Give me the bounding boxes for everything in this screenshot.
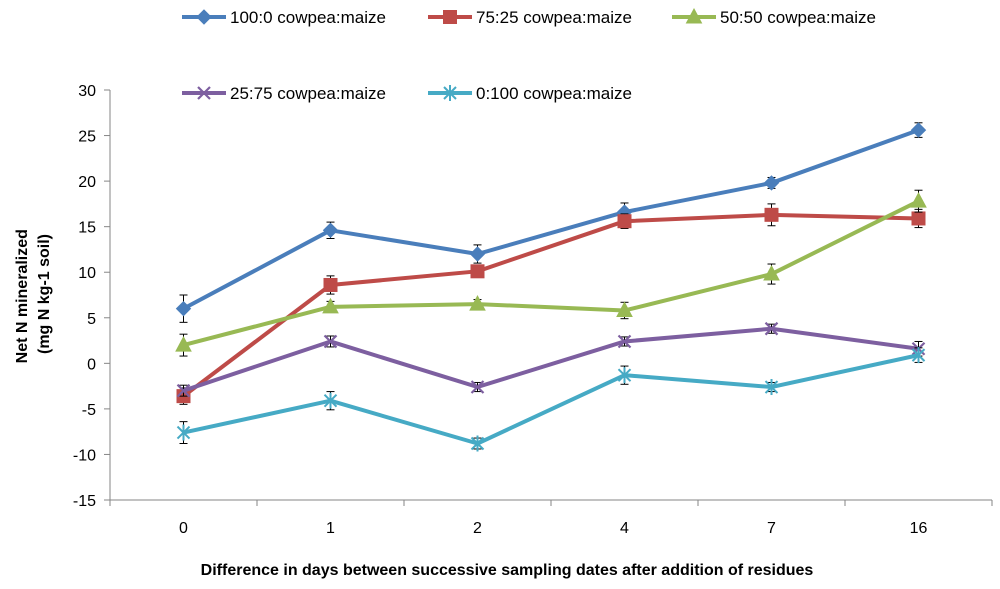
y-axis-title: Net N mineralized (mg N kg-1 soil) bbox=[14, 225, 53, 364]
y-tick-label: 5 bbox=[87, 311, 96, 328]
data-point bbox=[910, 192, 927, 208]
data-point bbox=[617, 334, 632, 349]
legend-marker bbox=[443, 85, 457, 101]
data-point bbox=[322, 297, 339, 314]
series-line bbox=[182, 326, 919, 393]
legend-item: 50:50 cowpea:maize bbox=[672, 7, 876, 27]
legend-item: 25:75 cowpea:maize bbox=[182, 84, 386, 103]
data-point bbox=[175, 300, 192, 317]
data-point bbox=[469, 246, 486, 262]
series-line bbox=[182, 212, 919, 398]
data-point bbox=[763, 175, 780, 191]
data-point bbox=[763, 264, 780, 281]
x-tick-label: 1 bbox=[326, 520, 335, 537]
data-point bbox=[911, 211, 926, 226]
y-tick-label: -15 bbox=[73, 493, 96, 510]
data-point bbox=[470, 380, 485, 394]
x-tick-label: 7 bbox=[767, 520, 776, 537]
legend-item: 0:100 cowpea:maize bbox=[428, 84, 632, 103]
y-tick-label: 25 bbox=[78, 129, 96, 146]
data-point bbox=[175, 336, 192, 352]
data-point bbox=[470, 435, 485, 452]
data-point bbox=[470, 264, 485, 279]
y-tick-label: 10 bbox=[78, 265, 96, 282]
y-tick-label: 30 bbox=[78, 83, 96, 100]
x-axis-title: Difference in days between successive sa… bbox=[201, 562, 814, 579]
data-point bbox=[176, 383, 191, 398]
series-line bbox=[183, 353, 919, 446]
y-tick-label: -10 bbox=[73, 447, 96, 464]
legend-label: 100:0 cowpea:maize bbox=[230, 8, 386, 27]
x-tick-label: 16 bbox=[910, 520, 928, 537]
data-point bbox=[616, 301, 633, 317]
chart-marks bbox=[175, 122, 927, 452]
x-tick-label: 2 bbox=[473, 520, 482, 537]
series-4 bbox=[176, 321, 926, 398]
data-point bbox=[910, 122, 927, 138]
series-line bbox=[182, 128, 920, 311]
data-point bbox=[617, 367, 632, 384]
legend-marker bbox=[197, 86, 211, 100]
y-tick-label: 20 bbox=[78, 174, 96, 191]
legend-item: 100:0 cowpea:maize bbox=[182, 8, 386, 27]
series-2 bbox=[176, 203, 926, 405]
x-tick-label: 4 bbox=[620, 520, 629, 537]
legend-label: 25:75 cowpea:maize bbox=[230, 84, 386, 103]
series-5 bbox=[176, 347, 926, 452]
series-line bbox=[182, 199, 920, 348]
y-tick-label: 0 bbox=[87, 356, 96, 373]
data-point bbox=[176, 424, 191, 441]
legend-marker bbox=[196, 9, 212, 25]
data-point bbox=[323, 277, 338, 292]
x-tick-label: 0 bbox=[179, 520, 188, 537]
data-point bbox=[323, 334, 338, 349]
data-point bbox=[764, 207, 779, 222]
legend-item: 75:25 cowpea:maize bbox=[428, 8, 632, 27]
legend: 100:0 cowpea:maize 75:25 cowpea:maize 50:5… bbox=[182, 7, 876, 103]
y-axis-title-line-2: (mg N kg-1 soil) bbox=[36, 234, 53, 354]
data-point bbox=[764, 379, 779, 396]
axes: -15 -10 -5 0 5 10 15 20 25 30 0 1 2 4 7 16 bbox=[73, 83, 993, 537]
legend-label: 75:25 cowpea:maize bbox=[476, 8, 632, 27]
legend-label: 50:50 cowpea:maize bbox=[720, 8, 876, 27]
series-3 bbox=[175, 189, 927, 357]
data-point bbox=[323, 392, 338, 409]
y-tick-label: 15 bbox=[78, 220, 96, 237]
data-point bbox=[911, 347, 926, 364]
legend-label: 0:100 cowpea:maize bbox=[476, 84, 632, 103]
data-point bbox=[322, 222, 339, 239]
series-1 bbox=[175, 122, 927, 323]
data-point bbox=[764, 321, 779, 336]
y-tick-label: -5 bbox=[82, 402, 96, 419]
data-point bbox=[617, 214, 632, 229]
legend-marker bbox=[685, 7, 703, 24]
data-point bbox=[469, 295, 486, 311]
legend-marker bbox=[443, 10, 457, 24]
y-axis-title-line-1: Net N mineralized bbox=[14, 229, 31, 363]
